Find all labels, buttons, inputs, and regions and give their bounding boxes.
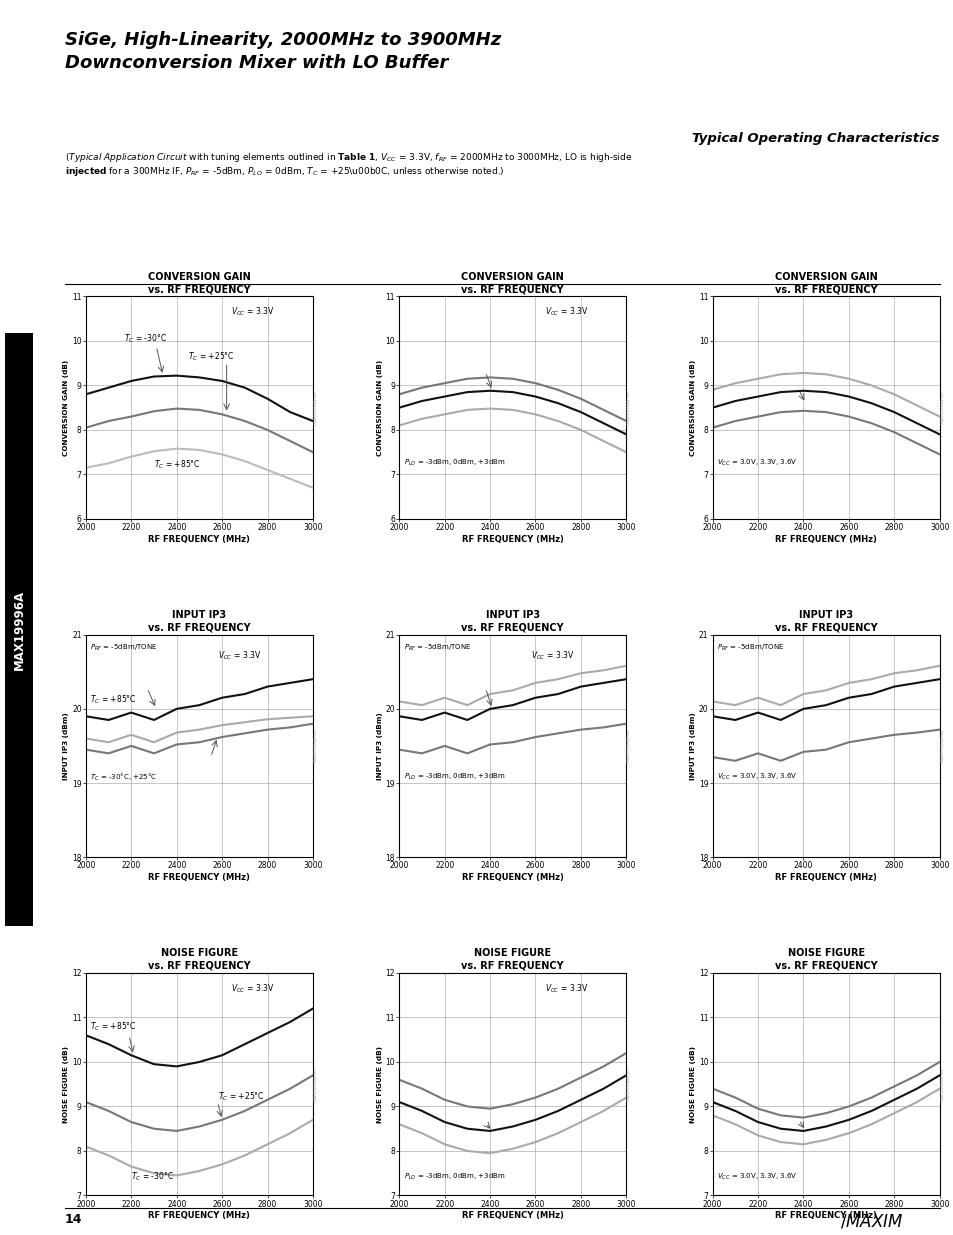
Text: $P_{RF}$ = -5dBm/TONE: $P_{RF}$ = -5dBm/TONE (403, 643, 471, 653)
Text: MAX19996A toc: MAX19996A toc (314, 1068, 317, 1100)
X-axis label: RF FREQUENCY (MHz): RF FREQUENCY (MHz) (775, 873, 876, 882)
Text: $V_{CC}$ = 3.0V, 3.3V, 3.6V: $V_{CC}$ = 3.0V, 3.3V, 3.6V (717, 458, 797, 468)
Text: $P_{LO}$ = -3dBm, 0dBm, +3dBm: $P_{LO}$ = -3dBm, 0dBm, +3dBm (403, 1172, 505, 1182)
X-axis label: RF FREQUENCY (MHz): RF FREQUENCY (MHz) (149, 535, 250, 543)
Text: MAX19996A toc: MAX19996A toc (940, 1068, 943, 1100)
Text: $\mathit{/MAXIM}$: $\mathit{/MAXIM}$ (839, 1213, 902, 1231)
Title: INPUT IP3
vs. RF FREQUENCY: INPUT IP3 vs. RF FREQUENCY (148, 610, 251, 632)
Title: CONVERSION GAIN
vs. RF FREQUENCY: CONVERSION GAIN vs. RF FREQUENCY (774, 272, 877, 294)
Text: MAX19996A toc: MAX19996A toc (940, 730, 943, 762)
Y-axis label: CONVERSION GAIN (dB): CONVERSION GAIN (dB) (63, 359, 70, 456)
Y-axis label: CONVERSION GAIN (dB): CONVERSION GAIN (dB) (376, 359, 382, 456)
Text: Typical Operating Characteristics: Typical Operating Characteristics (692, 132, 939, 146)
Text: $V_{CC}$ = 3.3V: $V_{CC}$ = 3.3V (531, 650, 574, 662)
Y-axis label: NOISE FIGURE (dB): NOISE FIGURE (dB) (376, 1046, 382, 1123)
Text: $T_C$ = -30°C, +25°C: $T_C$ = -30°C, +25°C (91, 772, 157, 783)
Text: $V_{CC}$ = 3.0V, 3.3V, 3.6V: $V_{CC}$ = 3.0V, 3.3V, 3.6V (717, 1172, 797, 1182)
Text: $T_C$ = -30°C: $T_C$ = -30°C (124, 332, 168, 345)
X-axis label: RF FREQUENCY (MHz): RF FREQUENCY (MHz) (775, 535, 876, 543)
Text: $P_{RF}$ = -5dBm/TONE: $P_{RF}$ = -5dBm/TONE (717, 643, 783, 653)
Text: $V_{CC}$ = 3.3V: $V_{CC}$ = 3.3V (231, 982, 274, 994)
Text: ($\it{Typical\ Application\ Circuit}$ with tuning elements outlined in $\bf{Tabl: ($\it{Typical\ Application\ Circuit}$ wi… (65, 151, 632, 179)
Text: MAX19996A toc: MAX19996A toc (940, 391, 943, 424)
Title: CONVERSION GAIN
vs. RF FREQUENCY: CONVERSION GAIN vs. RF FREQUENCY (461, 272, 563, 294)
Text: SiGe, High-Linearity, 2000MHz to 3900MHz
Downconversion Mixer with LO Buffer: SiGe, High-Linearity, 2000MHz to 3900MHz… (65, 31, 500, 73)
Text: MAX19996A toc: MAX19996A toc (627, 730, 631, 762)
Y-axis label: INPUT IP3 (dBm): INPUT IP3 (dBm) (63, 713, 70, 779)
Y-axis label: NOISE FIGURE (dB): NOISE FIGURE (dB) (689, 1046, 696, 1123)
Y-axis label: NOISE FIGURE (dB): NOISE FIGURE (dB) (63, 1046, 70, 1123)
Text: $T_C$ = +85°C: $T_C$ = +85°C (153, 458, 200, 471)
X-axis label: RF FREQUENCY (MHz): RF FREQUENCY (MHz) (149, 873, 250, 882)
Text: $T_C$ = +25°C: $T_C$ = +25°C (188, 351, 234, 363)
Text: MAX19996A toc: MAX19996A toc (314, 391, 317, 424)
Title: INPUT IP3
vs. RF FREQUENCY: INPUT IP3 vs. RF FREQUENCY (774, 610, 877, 632)
Text: MAX19996A: MAX19996A (12, 590, 26, 669)
Title: NOISE FIGURE
vs. RF FREQUENCY: NOISE FIGURE vs. RF FREQUENCY (148, 948, 251, 971)
Text: $V_{CC}$ = 3.0V, 3.3V, 3.6V: $V_{CC}$ = 3.0V, 3.3V, 3.6V (717, 772, 797, 782)
Y-axis label: INPUT IP3 (dBm): INPUT IP3 (dBm) (376, 713, 382, 779)
Y-axis label: INPUT IP3 (dBm): INPUT IP3 (dBm) (689, 713, 696, 779)
Text: $P_{RF}$ = -5dBm/TONE: $P_{RF}$ = -5dBm/TONE (91, 643, 157, 653)
Y-axis label: CONVERSION GAIN (dB): CONVERSION GAIN (dB) (689, 359, 696, 456)
Text: MAX19996A toc: MAX19996A toc (627, 1068, 631, 1100)
Text: $V_{CC}$ = 3.3V: $V_{CC}$ = 3.3V (231, 306, 274, 319)
Title: CONVERSION GAIN
vs. RF FREQUENCY: CONVERSION GAIN vs. RF FREQUENCY (148, 272, 251, 294)
Title: INPUT IP3
vs. RF FREQUENCY: INPUT IP3 vs. RF FREQUENCY (461, 610, 563, 632)
Text: $T_C$ = +85°C: $T_C$ = +85°C (91, 1021, 137, 1034)
Text: $V_{CC}$ = 3.3V: $V_{CC}$ = 3.3V (217, 650, 260, 662)
Text: MAX19996A toc: MAX19996A toc (314, 730, 317, 762)
Text: $P_{LO}$ = -3dBm, 0dBm, +3dBm: $P_{LO}$ = -3dBm, 0dBm, +3dBm (403, 458, 505, 468)
Text: MAX19996A toc: MAX19996A toc (627, 391, 631, 424)
Text: $T_C$ = +85°C: $T_C$ = +85°C (91, 694, 137, 706)
X-axis label: RF FREQUENCY (MHz): RF FREQUENCY (MHz) (775, 1212, 876, 1220)
Text: $V_{CC}$ = 3.3V: $V_{CC}$ = 3.3V (544, 306, 587, 319)
Text: $T_C$ = -30°C: $T_C$ = -30°C (132, 1171, 174, 1183)
X-axis label: RF FREQUENCY (MHz): RF FREQUENCY (MHz) (461, 1212, 563, 1220)
X-axis label: RF FREQUENCY (MHz): RF FREQUENCY (MHz) (149, 1212, 250, 1220)
Text: 14: 14 (65, 1213, 82, 1226)
X-axis label: RF FREQUENCY (MHz): RF FREQUENCY (MHz) (461, 873, 563, 882)
Text: $V_{CC}$ = 3.3V: $V_{CC}$ = 3.3V (544, 982, 587, 994)
Title: NOISE FIGURE
vs. RF FREQUENCY: NOISE FIGURE vs. RF FREQUENCY (461, 948, 563, 971)
Text: $T_C$ = +25°C: $T_C$ = +25°C (217, 1091, 264, 1103)
Title: NOISE FIGURE
vs. RF FREQUENCY: NOISE FIGURE vs. RF FREQUENCY (774, 948, 877, 971)
Text: $P_{LO}$ = -3dBm, 0dBm, +3dBm: $P_{LO}$ = -3dBm, 0dBm, +3dBm (403, 772, 505, 782)
X-axis label: RF FREQUENCY (MHz): RF FREQUENCY (MHz) (461, 535, 563, 543)
